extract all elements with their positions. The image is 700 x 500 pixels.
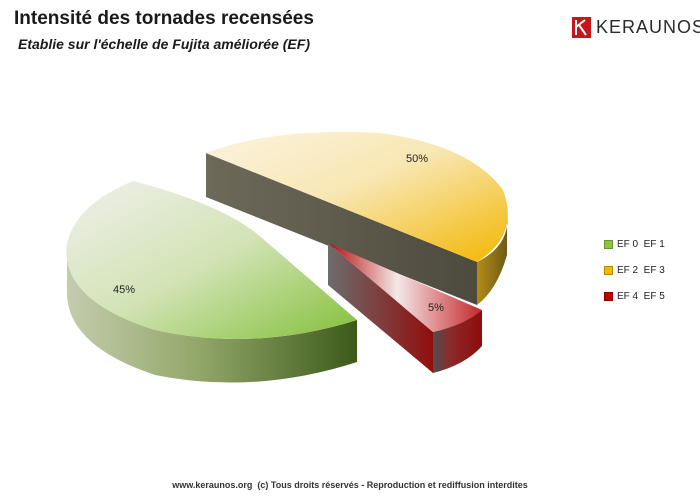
chart-title: Intensité des tornades recensées [14, 8, 314, 29]
label-ef0-ef1: 45% [113, 284, 135, 296]
slice-ef0-ef1-top [66, 181, 358, 339]
legend: EF 0 EF 1 EF 2 EF 3 EF 4 EF 5 [604, 238, 665, 316]
legend-item-ef4-ef5: EF 4 EF 5 [604, 290, 665, 303]
legend-swatch-yellow [604, 266, 613, 275]
keraunos-logo: KERAUNOS [572, 16, 700, 38]
legend-label: EF 4 EF 5 [617, 291, 665, 302]
label-ef4-ef5: 5% [428, 302, 444, 314]
slice-ef4-ef5-side [433, 310, 482, 373]
slice-ef0-ef1-side [66, 244, 358, 383]
slice-ef4-ef5-top [328, 243, 482, 332]
chart-subtitle: Etablie sur l'échelle de Fujita amélioré… [18, 36, 310, 52]
legend-swatch-green [604, 240, 613, 249]
copyright-footer: www.keraunos.org (c) Tous droits réservé… [172, 480, 528, 490]
legend-item-ef2-ef3: EF 2 EF 3 [604, 264, 665, 277]
slice-ef2-ef3-cut-face [206, 153, 477, 305]
slice-ef0-ef1 [66, 181, 358, 383]
slice-ef2-ef3-side [477, 210, 508, 305]
slice-ef4-ef5-left-face [328, 243, 433, 373]
legend-item-ef0-ef1: EF 0 EF 1 [604, 238, 665, 251]
legend-label: EF 2 EF 3 [617, 265, 665, 276]
slice-ef2-ef3-top [206, 131, 508, 262]
legend-label: EF 0 EF 1 [617, 239, 665, 250]
slice-ef4-ef5 [328, 243, 482, 373]
logo-text: KERAUNOS [596, 16, 700, 37]
keraunos-k-icon [572, 16, 591, 38]
legend-swatch-red [604, 292, 613, 301]
slice-ef2-ef3 [206, 131, 508, 305]
label-ef2-ef3: 50% [406, 153, 428, 165]
